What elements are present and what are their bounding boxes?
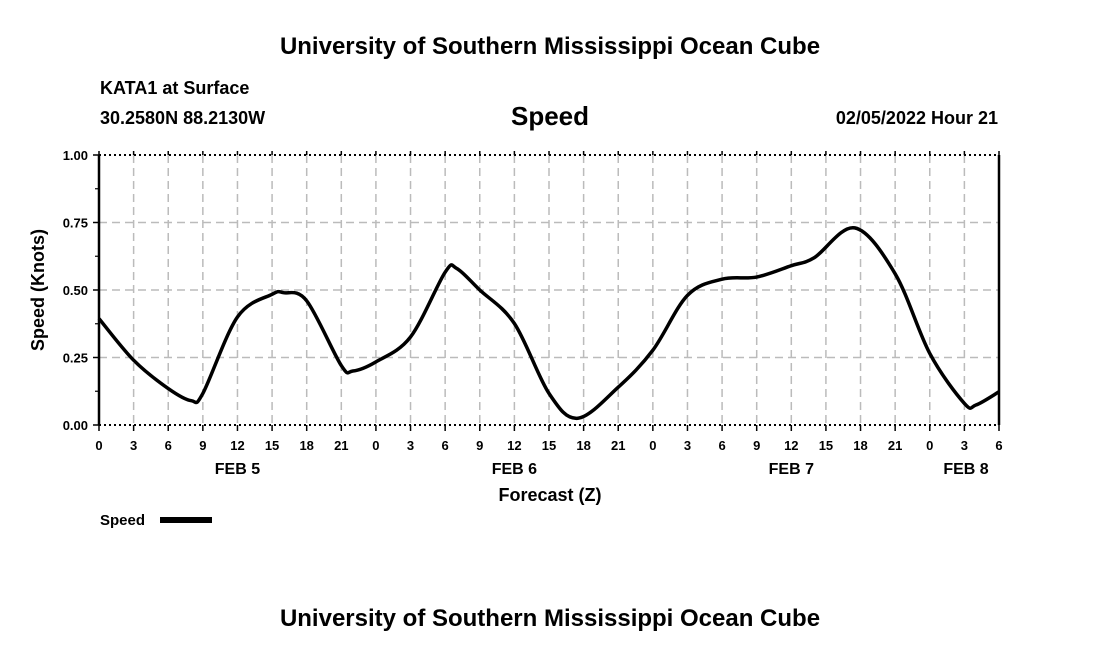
chart-title: Speed bbox=[511, 101, 589, 131]
x-tick-label: 3 bbox=[407, 438, 414, 453]
x-tick-label: 9 bbox=[476, 438, 483, 453]
x-tick-label: 3 bbox=[961, 438, 968, 453]
x-tick-label: 3 bbox=[684, 438, 691, 453]
y-tick-label: 0.50 bbox=[63, 283, 88, 298]
grid bbox=[99, 155, 999, 425]
x-tick-label: 9 bbox=[753, 438, 760, 453]
datetime-label: 02/05/2022 Hour 21 bbox=[836, 108, 998, 128]
x-tick-label: 6 bbox=[442, 438, 449, 453]
x-tick-label: 21 bbox=[611, 438, 625, 453]
x-tick-label: 21 bbox=[888, 438, 902, 453]
x-tick-label: 18 bbox=[576, 438, 590, 453]
station-label: KATA1 at Surface bbox=[100, 78, 249, 98]
x-tick-label: 9 bbox=[199, 438, 206, 453]
x-tick-label: 15 bbox=[542, 438, 556, 453]
x-tick-label: 6 bbox=[718, 438, 725, 453]
x-tick-label: 18 bbox=[853, 438, 867, 453]
x-tick-label: 12 bbox=[784, 438, 798, 453]
x-tick-label: 0 bbox=[649, 438, 656, 453]
x-tick-label: 12 bbox=[507, 438, 521, 453]
axes bbox=[93, 151, 1001, 431]
x-tick-label: 18 bbox=[299, 438, 313, 453]
x-tick-label: 0 bbox=[372, 438, 379, 453]
page-title: University of Southern Mississippi Ocean… bbox=[280, 33, 820, 60]
date-label: FEB 7 bbox=[769, 461, 814, 478]
speed-series-line bbox=[97, 226, 1000, 421]
y-tick-label: 0.75 bbox=[63, 216, 88, 231]
x-tick-label: 0 bbox=[926, 438, 933, 453]
date-label: FEB 5 bbox=[215, 461, 260, 478]
x-tick-label: 0 bbox=[95, 438, 102, 453]
x-axis-label: Forecast (Z) bbox=[498, 485, 601, 505]
date-label: FEB 8 bbox=[943, 461, 988, 478]
tick-labels: 0 3 6 9 12 15 18 21 0 3 6 9 12 15 18 21 0 3 6 9 12 15 18 21 0 3 6 0… bbox=[63, 148, 1003, 478]
y-tick-label: 0.00 bbox=[63, 418, 88, 433]
y-tick-label: 0.25 bbox=[63, 351, 88, 366]
x-tick-label: 15 bbox=[265, 438, 279, 453]
y-tick-label: 1.00 bbox=[63, 148, 88, 163]
x-tick-label: 21 bbox=[334, 438, 348, 453]
y-axis-label: Speed (Knots) bbox=[28, 229, 48, 351]
footer-title: University of Southern Mississippi Ocean… bbox=[280, 605, 820, 632]
x-tick-label: 15 bbox=[819, 438, 833, 453]
legend-label: Speed bbox=[100, 512, 145, 529]
x-tick-label: 6 bbox=[165, 438, 172, 453]
x-tick-label: 12 bbox=[230, 438, 244, 453]
coordinates-label: 30.2580N 88.2130W bbox=[100, 108, 265, 128]
x-tick-label: 6 bbox=[995, 438, 1002, 453]
date-label: FEB 6 bbox=[492, 461, 537, 478]
x-tick-label: 3 bbox=[130, 438, 137, 453]
